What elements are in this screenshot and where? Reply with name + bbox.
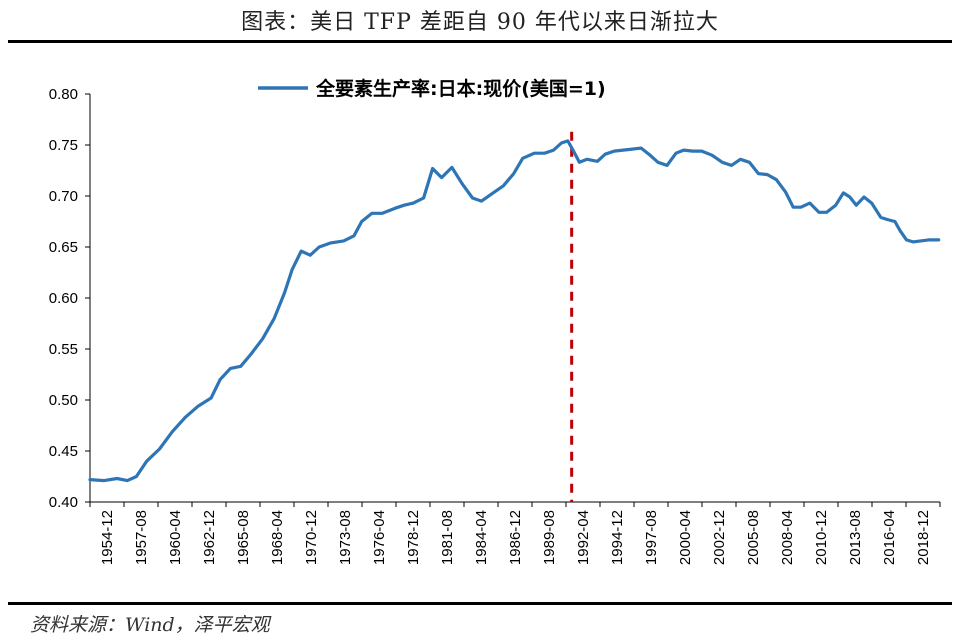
x-axis-ticks: 1954-12 1957-08 1960-04 1962-12 1965-08 1968-…: [89, 502, 941, 565]
source-note: 资料来源：Wind，泽平宏观: [30, 614, 270, 636]
x-tick-label: 1984-04: [473, 510, 490, 565]
x-tick-label: 1989-08: [541, 510, 558, 565]
x-tick-label: 1994-12: [609, 510, 626, 565]
x-tick-label: 1965-08: [235, 510, 252, 565]
x-tick-label: 1960-04: [167, 510, 184, 565]
bottom-divider: [8, 602, 952, 605]
line-chart: 0.80 0.75 0.70 0.65 0.60 0.55 0.50 0.45 0.40 195…: [49, 77, 941, 565]
x-tick-label: 1992-04: [575, 510, 592, 565]
y-tick-label: 0.45: [49, 443, 78, 460]
x-tick-label: 2016-04: [881, 510, 898, 565]
x-tick-label: 1976-04: [371, 510, 388, 565]
x-tick-label: 1954-12: [99, 510, 116, 565]
legend-label: 全要素生产率:日本:现价(美国=1): [315, 77, 606, 100]
x-tick-label: 1986-12: [507, 510, 524, 565]
x-tick-label: 2002-12: [711, 510, 728, 565]
y-tick-label: 0.75: [49, 137, 78, 154]
x-tick-label: 2008-04: [779, 510, 796, 565]
x-tick-label: 1968-04: [269, 510, 286, 565]
x-tick-label: 1997-08: [643, 510, 660, 565]
y-axis-ticks: 0.80 0.75 0.70 0.65 0.60 0.55 0.50 0.45 0.40: [49, 86, 90, 511]
x-tick-label: 1981-08: [439, 510, 456, 565]
y-tick-label: 0.55: [49, 341, 78, 358]
x-tick-label: 2010-12: [813, 510, 830, 565]
y-tick-label: 0.80: [49, 86, 78, 103]
x-tick-label: 2018-12: [915, 510, 932, 565]
x-tick-label: 2000-04: [677, 510, 694, 565]
y-tick-label: 0.40: [49, 494, 78, 511]
top-divider: [8, 40, 952, 43]
page-title: 图表：美日 TFP 差距自 90 年代以来日渐拉大: [241, 10, 719, 35]
series-line: [88, 139, 941, 483]
x-tick-label: 1957-08: [133, 510, 150, 565]
x-tick-label: 2005-08: [745, 510, 762, 565]
legend: 全要素生产率:日本:现价(美国=1): [258, 77, 606, 100]
y-tick-label: 0.70: [49, 188, 78, 205]
y-tick-label: 0.50: [49, 392, 78, 409]
x-tick-label: 1973-08: [337, 510, 354, 565]
x-tick-label: 1962-12: [201, 510, 218, 565]
x-tick-label: 1978-12: [405, 510, 422, 565]
y-tick-label: 0.65: [49, 239, 78, 256]
x-tick-label: 1970-12: [303, 510, 320, 565]
y-tick-label: 0.60: [49, 290, 78, 307]
x-tick-label: 2013-08: [847, 510, 864, 565]
